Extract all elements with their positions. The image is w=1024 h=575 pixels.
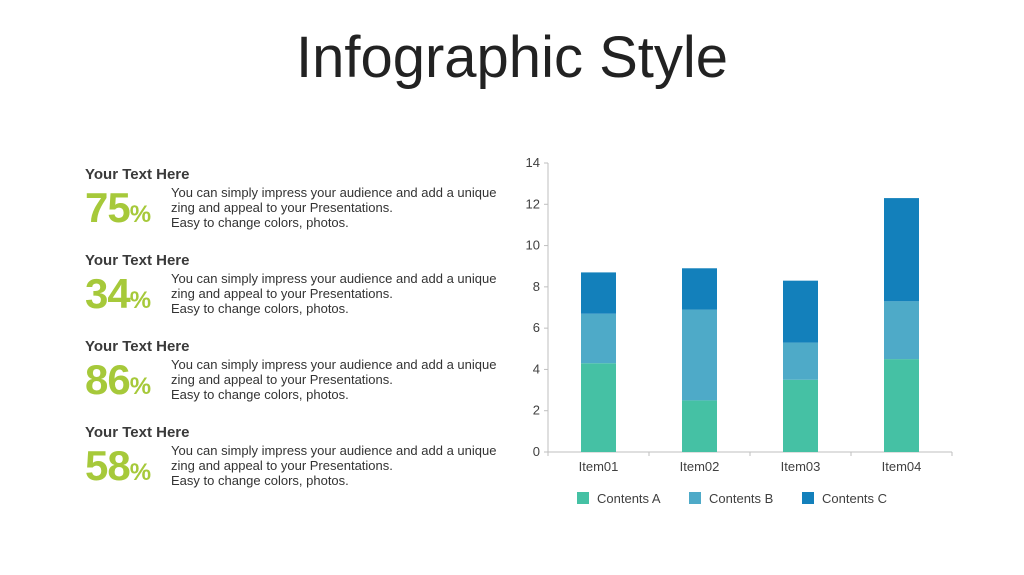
y-tick-label: 6 xyxy=(533,320,540,335)
stat-heading: Your Text Here xyxy=(85,252,190,269)
bar-segment xyxy=(682,400,717,452)
stat-heading: Your Text Here xyxy=(85,424,190,441)
stat-description: You can simply impress your audience and… xyxy=(171,271,497,316)
stat-value: 58% xyxy=(85,442,152,489)
y-tick-label: 12 xyxy=(526,196,540,211)
stat-description: You can simply impress your audience and… xyxy=(171,357,497,402)
legend-label: Contents C xyxy=(822,491,887,506)
x-tick-label: Item03 xyxy=(781,459,821,474)
bar-segment xyxy=(884,301,919,360)
stat-value: 75% xyxy=(85,184,152,231)
y-tick-label: 10 xyxy=(526,238,540,253)
stat-description: You can simply impress your audience and… xyxy=(171,443,497,488)
y-tick-label: 8 xyxy=(533,279,540,294)
bar-segment xyxy=(783,280,818,343)
bar-segment xyxy=(783,342,818,380)
y-tick-label: 2 xyxy=(533,403,540,418)
bar-segment xyxy=(783,379,818,452)
legend-label: Contents B xyxy=(709,491,773,506)
x-tick-label: Item02 xyxy=(680,459,720,474)
legend-swatch xyxy=(802,492,814,504)
x-tick-label: Item01 xyxy=(579,459,619,474)
page-title: Infographic Style xyxy=(295,25,729,90)
stat-description: You can simply impress your audience and… xyxy=(171,185,497,230)
legend-label: Contents A xyxy=(597,491,661,506)
stat-heading: Your Text Here xyxy=(85,166,190,183)
bar-segment xyxy=(581,313,616,364)
legend-swatch xyxy=(577,492,589,504)
y-tick-label: 4 xyxy=(533,361,540,376)
y-tick-label: 0 xyxy=(533,444,540,459)
bar-segment xyxy=(581,363,616,452)
bar-segment xyxy=(581,272,616,314)
y-tick-label: 14 xyxy=(526,155,540,170)
bar-segment xyxy=(884,198,919,302)
legend-swatch xyxy=(689,492,701,504)
x-tick-label: Item04 xyxy=(882,459,922,474)
stat-heading: Your Text Here xyxy=(85,338,190,355)
stat-value: 34% xyxy=(85,270,152,317)
bar-segment xyxy=(682,268,717,310)
bar-segment xyxy=(884,359,919,452)
bar-segment xyxy=(682,309,717,401)
stat-value: 86% xyxy=(85,356,152,403)
